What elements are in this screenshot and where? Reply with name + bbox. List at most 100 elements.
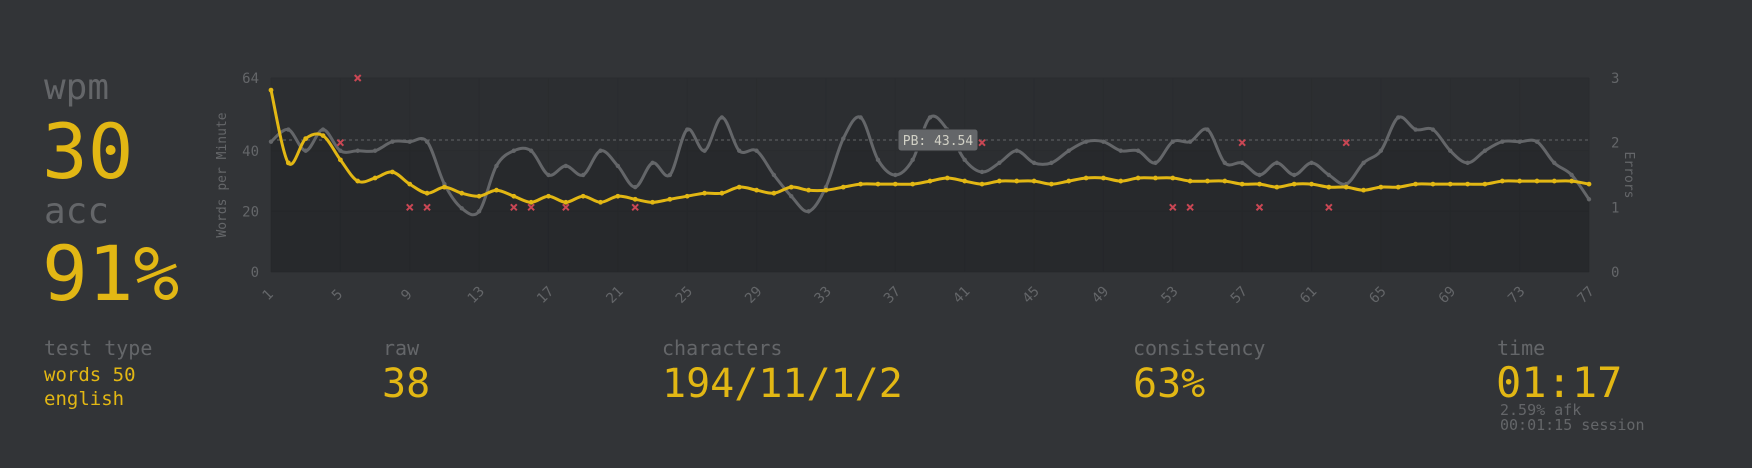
wpm-point [424,190,430,196]
x-tick-label: 25 [673,284,696,307]
error-point [978,138,986,147]
raw-point [702,148,707,153]
acc-value[interactable]: 91% [42,229,180,318]
wpm-point [337,157,343,163]
raw-point [841,136,846,141]
consistency-value[interactable]: 63% [1133,361,1206,407]
error-cross-stroke [336,138,345,147]
raw-point [580,172,586,178]
raw-point [615,163,621,169]
wpm-point [389,169,395,175]
raw-point [1274,160,1280,166]
x-tick-label: 65 [1366,284,1389,307]
y-tick-label: 40 [242,144,259,160]
raw-point [997,160,1002,166]
test-type-label: test type [44,336,153,360]
wpm-point [1361,187,1366,193]
wpm-value[interactable]: 30 [42,107,134,196]
wpm-point [598,199,603,205]
consistency-label: consistency [1133,336,1266,360]
wpm-point [840,184,846,190]
x-tick-label: 45 [1020,284,1043,307]
error-cross-stroke [1342,138,1350,147]
wpm-point [736,184,742,190]
error-point [1238,138,1246,147]
raw-point [424,139,430,144]
wpm-point [303,136,309,142]
characters-value[interactable]: 194/11/1/2 [662,361,903,407]
raw-point [528,148,534,153]
wpm-point [494,187,499,193]
wpm-point [719,190,725,196]
x-tick-label: 53 [1158,284,1181,307]
test-type-language: english [44,388,125,410]
raw-point [338,148,343,153]
wpm-point [528,199,534,205]
characters-label: characters [662,336,783,360]
wpm-point [355,178,361,184]
y2-axis-title: Errors [1621,152,1636,199]
time-label: time [1497,336,1546,360]
wpm-point [979,181,985,187]
raw-point [1361,160,1366,166]
error-point [423,203,431,212]
wpm-point [650,199,655,205]
y-tick-label: 20 [242,204,259,220]
raw-point [858,115,863,120]
wpm-point [1447,181,1453,187]
wpm-point [1465,181,1471,187]
raw-point [650,160,655,166]
wpm-point [1014,178,1020,184]
error-cross-stroke [562,203,570,212]
x-tick-label: 73 [1505,284,1528,307]
wpm-point [1239,181,1245,187]
y2-tick-label: 3 [1611,71,1619,87]
x-tick-label: 77 [1575,284,1598,307]
raw-point [893,172,898,178]
raw-point [1118,148,1123,153]
y2-tick-label: 2 [1611,136,1619,152]
time-value[interactable]: 01:17 [1496,358,1623,407]
acc-label: acc [44,191,110,232]
wpm-point [910,181,916,187]
raw-point [1135,148,1141,153]
raw-point [1396,115,1401,120]
wpm-point [1430,181,1436,187]
raw-point [303,148,308,153]
raw-point [1309,160,1314,166]
wpm-point [1101,175,1106,181]
error-cross-stroke [1325,203,1333,212]
raw-point [598,148,603,153]
wpm-point [1274,184,1280,190]
raw-point [1066,148,1071,153]
raw-point [927,115,933,120]
raw-point [1448,148,1453,153]
wpm-point [1048,181,1054,187]
raw-point [1222,160,1228,166]
x-tick-label: 69 [1436,284,1459,307]
x-tick-label: 33 [812,284,835,307]
wpm-point [1569,178,1575,184]
raw-value[interactable]: 38 [382,361,431,407]
error-cross-stroke [527,203,535,212]
raw-point [407,139,412,144]
raw-point [910,157,915,163]
wpm-point [563,199,569,205]
raw-point [1083,139,1089,144]
wpm-point [962,178,968,184]
wpm-point [1499,178,1505,184]
error-point [1325,203,1333,212]
wpm-point [407,181,413,187]
error-cross-stroke [510,203,518,212]
wpm-point [1118,178,1124,184]
raw-point [719,115,725,120]
wpm-point [1586,181,1592,187]
error-cross-stroke [406,203,414,212]
wpm-point [1031,178,1037,184]
raw-point [459,206,464,211]
raw-point [494,163,499,169]
wpm-point [268,87,274,93]
raw-point [979,169,985,175]
raw-point [1465,160,1470,166]
